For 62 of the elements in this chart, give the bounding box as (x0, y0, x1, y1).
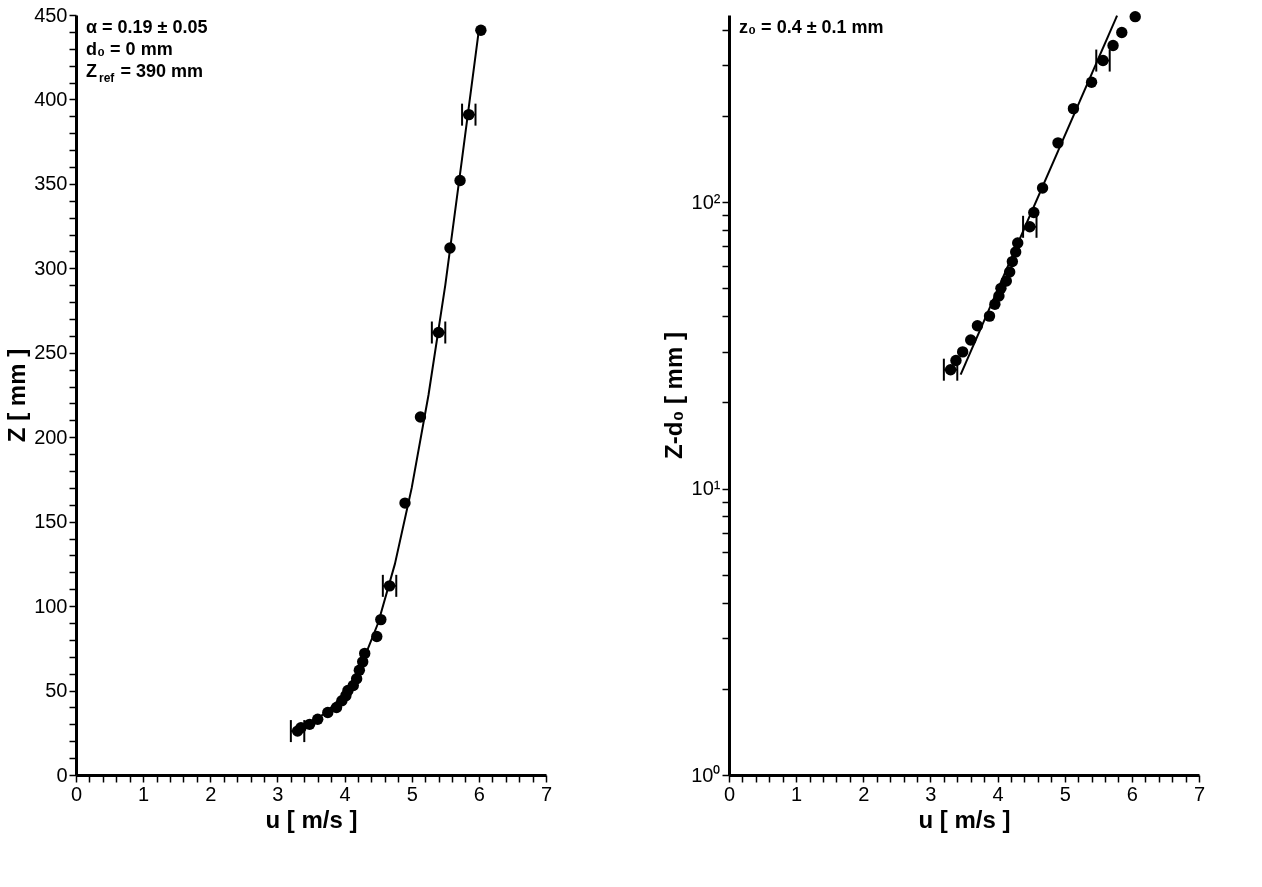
y-tick-label: 200 (34, 425, 68, 448)
y-tick-label: 10⁰ (691, 763, 721, 786)
point (1107, 39, 1119, 52)
x-tick-label: 1 (791, 782, 803, 805)
x-tick-label: 2 (205, 782, 217, 805)
y-axis-title: Z-d₀ [ mm ] (660, 332, 688, 459)
x-tick-label: 3 (272, 782, 284, 805)
y-tick-label: 250 (34, 341, 68, 364)
annotation: z₀ = 0.4 ± 0.1 mm (739, 17, 884, 37)
x-tick-label: 0 (723, 782, 736, 805)
x-axis-title: u [ m/s ] (265, 805, 358, 833)
y-tick-label: 350 (34, 172, 68, 195)
x-axis-title: u [ m/s ] (918, 805, 1011, 833)
point (1028, 206, 1040, 219)
x-tick-label: 5 (1059, 782, 1071, 805)
point (1036, 182, 1049, 194)
point (312, 713, 324, 725)
point (371, 630, 383, 643)
point (983, 310, 996, 322)
x-tick-label: 4 (339, 782, 351, 805)
y-tick-label: 0 (56, 763, 68, 786)
point (965, 334, 977, 346)
point (1010, 246, 1022, 258)
point (1116, 26, 1128, 39)
x-tick-label: 4 (992, 782, 1004, 805)
x-tick-label: 6 (473, 782, 485, 805)
y-tick-label: 10² (691, 190, 721, 213)
x-tick-label: 1 (138, 782, 150, 805)
point (475, 24, 487, 36)
point (956, 346, 969, 358)
annotation: α = 0.19 ± 0.05 (86, 17, 208, 37)
y-tick-label: 50 (45, 679, 68, 702)
annotation: d₀ = 0 mm (86, 39, 173, 59)
point (399, 497, 411, 509)
point (330, 701, 343, 714)
point (1085, 76, 1098, 88)
point (1129, 10, 1141, 23)
y-tick-label: 150 (34, 510, 68, 533)
point (989, 298, 1001, 310)
x-tick-label: 5 (406, 782, 418, 805)
point (454, 174, 466, 187)
y-tick-label: 100 (34, 594, 68, 617)
y-tick-label: 10¹ (691, 477, 721, 500)
point (1052, 137, 1064, 149)
point (375, 613, 387, 626)
point (971, 320, 984, 332)
point (414, 411, 427, 423)
point (322, 706, 334, 719)
x-tick-label: 7 (1193, 782, 1206, 805)
y-tick-label: 300 (34, 256, 68, 279)
point (1003, 266, 1016, 278)
y-axis-title: Z [ mm ] (3, 348, 31, 443)
y-tick-label: 450 (34, 3, 68, 26)
y-tick-label: 400 (34, 87, 68, 110)
x-tick-label: 0 (70, 782, 83, 805)
point (444, 242, 456, 254)
point (1006, 255, 1019, 268)
x-tick-label: 2 (858, 782, 870, 805)
x-tick-label: 3 (925, 782, 937, 805)
x-tick-label: 7 (540, 782, 553, 805)
x-tick-label: 6 (1126, 782, 1138, 805)
point (1067, 102, 1080, 115)
